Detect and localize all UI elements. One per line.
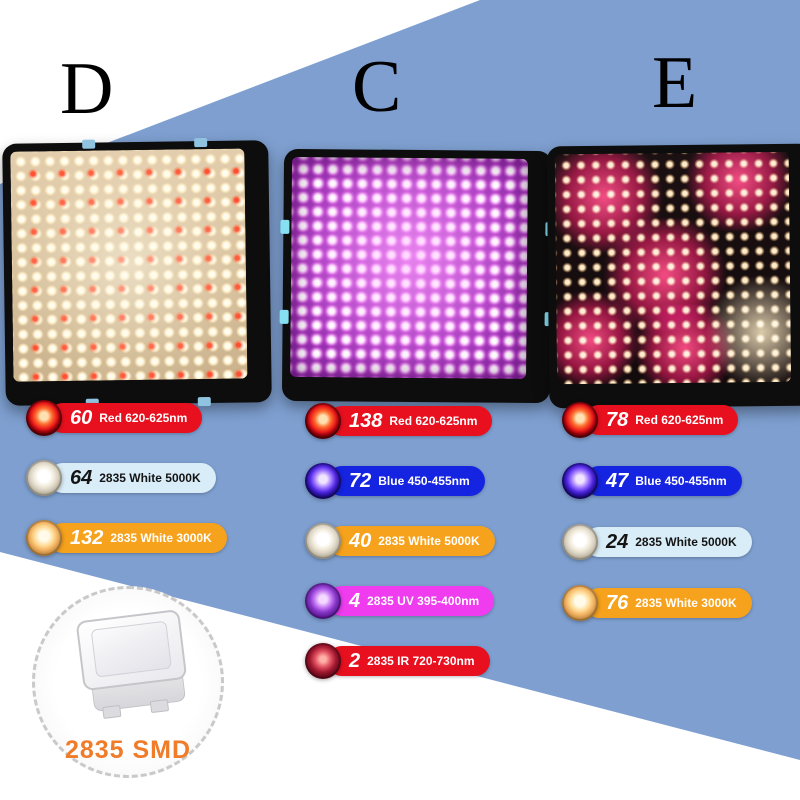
blue-led-icon: [305, 463, 341, 499]
led-spec-label: 2835 White 3000K: [635, 596, 737, 610]
led-spec-label: 2835 White 5000K: [635, 535, 737, 549]
spec-badge-red: 78 Red 620-625nm: [562, 402, 752, 438]
led-spec-label: Red 620-625nm: [99, 411, 188, 425]
led-count: 24: [606, 530, 629, 553]
led-spec-label: Blue 450-455nm: [635, 474, 727, 488]
spec-badge-red: 60 Red 620-625nm: [26, 400, 227, 436]
purple-glow-overlay: [290, 156, 529, 379]
white-5000k-led-icon: [26, 460, 62, 496]
white-5000k-led-icon: [305, 523, 341, 559]
led-count: 40: [349, 529, 372, 552]
spec-badge-blue: 72 Blue 450-455nm: [305, 463, 495, 499]
mounting-clip: [81, 139, 96, 149]
led-spec-label: 2835 White 5000K: [378, 534, 480, 548]
smd-chip-label: 2835 SMD: [64, 736, 192, 764]
spec-badge-red: 138 Red 620-625nm: [305, 403, 495, 439]
variant-label-c: C: [352, 46, 402, 128]
led-count: 4: [349, 589, 361, 612]
spec-badge-white-5000k: 64 2835 White 5000K: [26, 460, 227, 496]
spec-badge-white-5000k: 40 2835 White 5000K: [305, 523, 495, 559]
ir-led-icon: [305, 643, 341, 679]
white-3000k-led-icon: [26, 520, 62, 556]
led-count: 72: [349, 469, 372, 492]
led-grid-c: [290, 156, 529, 379]
led-spec-label: Red 620-625nm: [389, 414, 478, 428]
led-panel-d: [2, 138, 272, 408]
uv-led-icon: [305, 583, 341, 619]
spec-badge-ir: 2 2835 IR 720-730nm: [305, 643, 495, 679]
spec-badge-white-3000k: 76 2835 White 3000K: [562, 585, 752, 621]
white-3000k-led-icon: [562, 585, 598, 621]
spec-badge-white-3000k: 132 2835 White 3000K: [26, 520, 227, 556]
led-count: 2: [349, 649, 361, 672]
red-led-icon: [305, 403, 341, 439]
warm-led-cluster: [705, 271, 792, 385]
spec-badge-blue: 47 Blue 450-455nm: [562, 463, 752, 499]
mounting-clip: [193, 138, 207, 148]
warm-glow-overlay: [10, 148, 248, 382]
spec-column-c: 138 Red 620-625nm 72 Blue 450-455nm 40 2835…: [305, 403, 495, 679]
chip-emitter-window: [90, 620, 172, 678]
red-led-icon: [562, 402, 598, 438]
white-5000k-led-icon: [562, 524, 598, 560]
led-count: 64: [70, 466, 93, 489]
led-count: 78: [606, 408, 629, 431]
smd-chip-callout: [32, 586, 224, 778]
led-spec-label: Blue 450-455nm: [378, 474, 470, 488]
led-count: 132: [70, 526, 104, 549]
spec-column-d: 60 Red 620-625nm 64 2835 White 5000K 132 28…: [26, 400, 227, 556]
chip-top-face: [75, 609, 188, 692]
led-panel-c: [279, 148, 555, 404]
led-spec-label: 2835 White 5000K: [99, 471, 201, 485]
led-grid-d: [10, 148, 248, 382]
spec-badge-uv: 4 2835 UV 395-400nm: [305, 583, 495, 619]
led-spec-label: 2835 White 3000K: [110, 531, 212, 545]
variant-label-d: D: [60, 48, 114, 130]
led-spec-label: Red 620-625nm: [635, 413, 724, 427]
mounting-clip: [279, 310, 289, 325]
led-count: 47: [606, 469, 629, 492]
blue-led-icon: [562, 463, 598, 499]
mounting-clip: [280, 219, 290, 234]
led-spec-label: 2835 UV 395-400nm: [367, 594, 480, 608]
spec-badge-white-5000k: 24 2835 White 5000K: [562, 524, 752, 560]
variant-label-e: E: [652, 42, 698, 124]
led-panel-e: [546, 143, 800, 409]
led-grid-e: [554, 151, 792, 385]
smd-chip-illustration: [75, 609, 191, 719]
led-spec-label: 2835 IR 720-730nm: [367, 654, 475, 668]
red-led-icon: [26, 400, 62, 436]
spec-column-e: 78 Red 620-625nm 47 Blue 450-455nm 24 2835 …: [562, 402, 752, 621]
chip-lead: [149, 699, 170, 714]
led-count: 76: [606, 591, 629, 614]
chip-lead: [102, 704, 122, 719]
led-count: 60: [70, 406, 93, 429]
led-count: 138: [349, 409, 383, 432]
